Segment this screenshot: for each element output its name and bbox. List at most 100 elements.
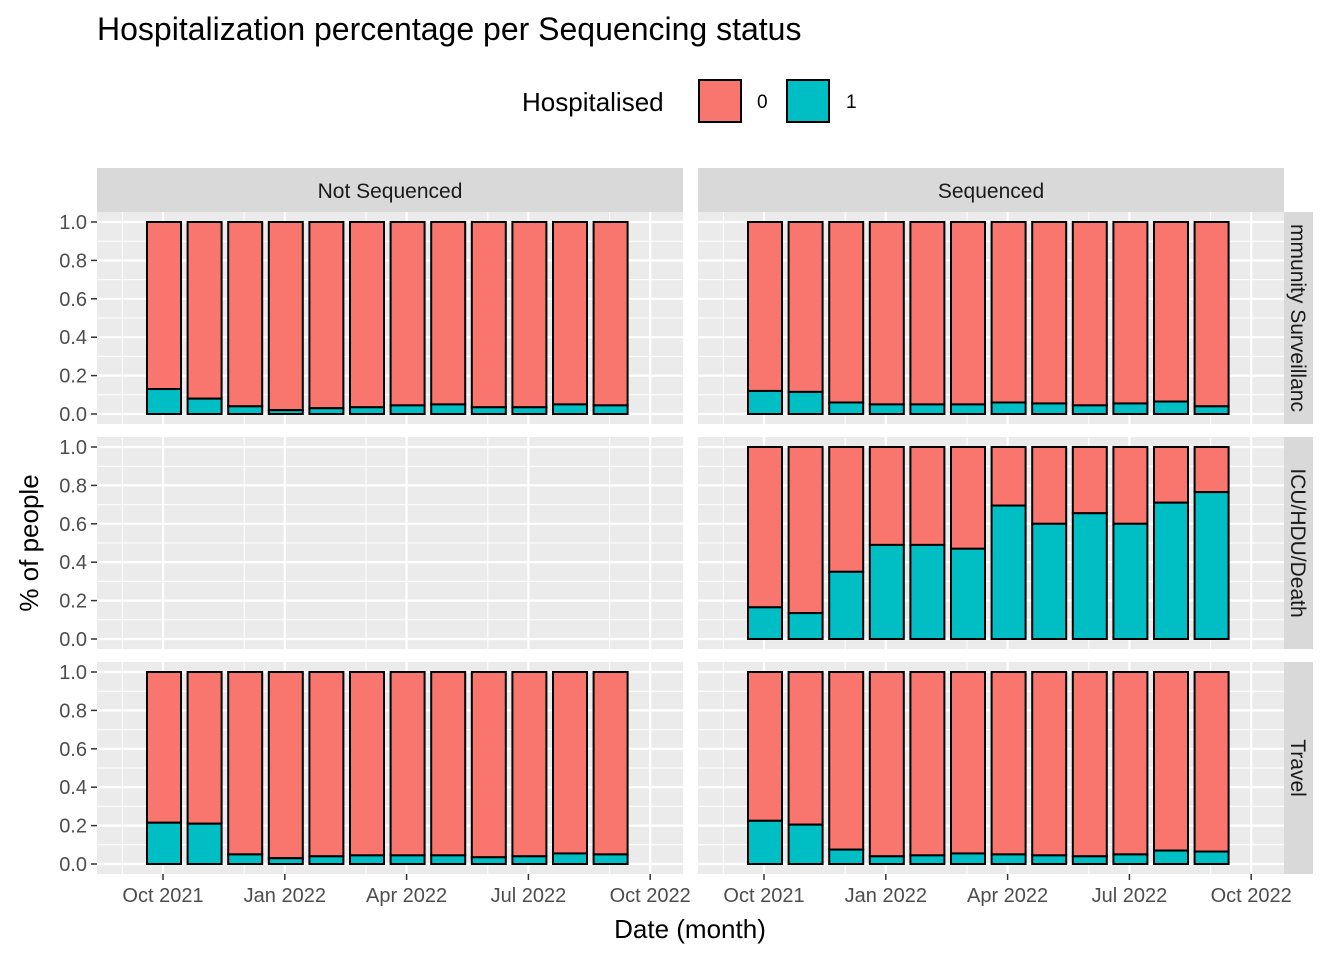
bar-2022-03	[990, 671, 1027, 866]
bar-segment-1	[1031, 402, 1068, 416]
bar-segment-0	[186, 221, 223, 400]
legend: Hospitalised 0 1	[522, 79, 857, 123]
bar-segment-1	[1193, 405, 1230, 416]
bar-2022-05	[470, 671, 507, 866]
bar-segment-0	[592, 221, 629, 407]
bar-2021-09	[747, 221, 783, 415]
bar-2021-12	[267, 221, 304, 416]
bar-2021-09	[747, 446, 783, 641]
bar-segment-1	[470, 856, 507, 866]
bar-segment-0	[1071, 446, 1108, 515]
bar-segment-1	[186, 822, 223, 865]
bar-segment-0	[990, 446, 1027, 507]
bar-2022-01	[909, 446, 946, 640]
bar-segment-0	[990, 671, 1027, 856]
x-tick-label: Apr 2022	[967, 885, 1048, 907]
bar-segment-0	[1193, 221, 1230, 408]
bar-2022-01	[308, 221, 345, 415]
bar-2022-01	[909, 221, 946, 415]
bar-2022-05	[470, 221, 507, 415]
bar-2022-08	[1193, 446, 1230, 640]
bar-segment-1	[470, 406, 507, 415]
y-tick-label: 1.0	[59, 662, 87, 684]
bar-segment-1	[1153, 501, 1189, 640]
bar-segment-1	[552, 852, 588, 866]
bar-2022-04	[430, 221, 467, 415]
bar-segment-0	[828, 446, 865, 573]
bar-2022-07	[1153, 446, 1189, 640]
bar-2021-10	[186, 221, 223, 416]
chart-title: Hospitalization percentage per Sequencin…	[97, 11, 801, 47]
bar-segment-1	[950, 403, 986, 415]
bar-segment-0	[1193, 671, 1230, 853]
x-tick-label: Jul 2022	[491, 885, 567, 907]
bar-segment-0	[1153, 446, 1189, 504]
bar-2021-11	[227, 671, 264, 866]
y-tick-label: 0.6	[59, 514, 87, 536]
bar-segment-1	[186, 397, 223, 416]
row-strip-label: mmunity Surveillanc	[1286, 224, 1309, 412]
bar-segment-0	[389, 221, 426, 407]
bar-segment-0	[909, 671, 946, 857]
bar-segment-1	[1031, 522, 1068, 640]
bar-segment-0	[308, 671, 345, 858]
strip-label: Sequenced	[938, 180, 1044, 203]
bar-2022-03	[990, 221, 1027, 416]
bar-2022-06	[511, 671, 548, 866]
bar-2021-09	[146, 671, 182, 865]
bar-segment-1	[349, 854, 385, 865]
bar-2021-10	[787, 446, 824, 641]
y-tick-label: 0.0	[59, 404, 87, 426]
bar-segment-0	[470, 221, 507, 409]
x-tick-label: Apr 2022	[366, 885, 447, 907]
bar-segment-1	[747, 819, 783, 865]
bar-2022-01	[308, 671, 345, 866]
row-strip-background	[1284, 437, 1313, 649]
bar-segment-0	[146, 671, 182, 824]
bar-2021-09	[747, 671, 783, 865]
bar-segment-0	[909, 221, 946, 406]
bar-segment-0	[950, 671, 986, 855]
bar-segment-1	[227, 405, 264, 416]
bar-2022-02	[950, 221, 986, 415]
bar-segment-0	[552, 671, 588, 855]
bar-segment-1	[1071, 855, 1108, 866]
bar-segment-0	[1153, 221, 1189, 403]
bar-segment-0	[868, 221, 905, 406]
bar-segment-0	[787, 671, 824, 826]
facet-strip-1: Sequenced	[698, 168, 1284, 212]
bar-2021-12	[267, 671, 304, 865]
bar-segment-1	[1071, 404, 1108, 415]
bar-segment-1	[430, 854, 467, 865]
y-tick-label: 0.8	[59, 475, 87, 497]
bar-2022-02	[950, 446, 986, 641]
facet-strip-0: Not Sequenced	[97, 168, 683, 212]
bar-2022-04	[430, 671, 467, 865]
legend-label-0: 0	[757, 92, 768, 113]
bar-segment-0	[1112, 446, 1149, 525]
bar-segment-0	[1031, 221, 1068, 405]
axes: 0.0 0.2 0.4 0.6 0.8 1.0 0.0 0.2 0.4 0.6 0.8 1.0 0.0 0…	[59, 212, 1292, 907]
bar-segment-1	[787, 823, 824, 866]
bar-segment-0	[747, 446, 783, 609]
bar-segment-0	[267, 221, 304, 412]
bar-2021-12	[868, 221, 905, 415]
bar-2022-04	[1031, 446, 1068, 640]
bar-2022-01	[909, 671, 946, 865]
bar-segment-1	[1112, 402, 1149, 416]
bar-2022-07	[1153, 671, 1189, 865]
bar-2022-02	[349, 671, 385, 865]
bar-segment-0	[308, 221, 345, 410]
bar-2021-11	[227, 221, 264, 416]
bar-segment-0	[828, 671, 865, 851]
bar-segment-1	[389, 404, 426, 415]
x-tick-label: Jul 2022	[1092, 885, 1168, 907]
bar-segment-1	[1031, 854, 1068, 865]
bar-segment-0	[868, 446, 905, 546]
bar-segment-1	[828, 570, 865, 640]
bar-segment-1	[1071, 512, 1108, 640]
bar-segment-0	[1031, 671, 1068, 857]
bar-segment-0	[1112, 671, 1149, 856]
y-tick-label: 0.0	[59, 629, 87, 651]
bar-segment-0	[828, 221, 865, 404]
